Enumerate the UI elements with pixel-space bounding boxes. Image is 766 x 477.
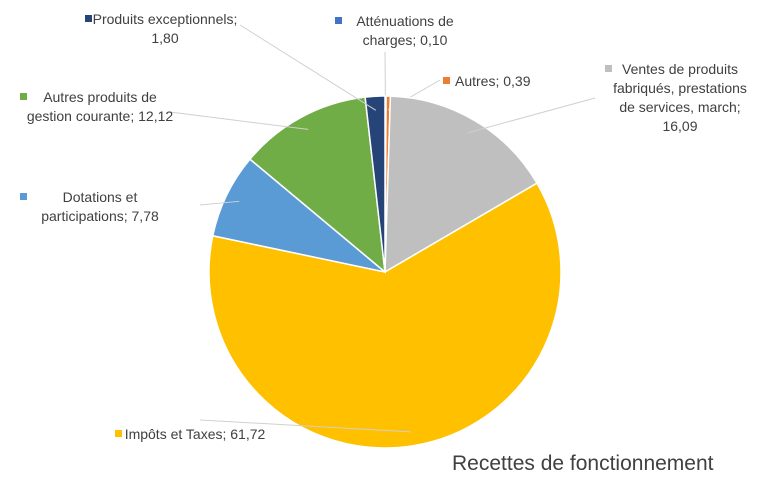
label-name: Autres produits de gestion courante bbox=[26, 89, 157, 124]
label-name: Impôts et Taxes bbox=[124, 426, 223, 442]
pie-slice bbox=[364, 95, 386, 273]
chart-title: Recettes de fonctionnement bbox=[452, 452, 714, 475]
leader-line bbox=[239, 24, 377, 111]
label-value: 0,10 bbox=[420, 32, 448, 48]
data-label: Ventes de produits fabriqués, prestation… bbox=[613, 61, 747, 134]
data-label: Impôts et Taxes; 61,72 bbox=[124, 426, 266, 442]
pie-slice bbox=[384, 95, 538, 274]
legend-marker bbox=[20, 93, 27, 100]
label-value: 7,78 bbox=[131, 208, 159, 224]
leader-line bbox=[169, 111, 309, 130]
label-value: 61,72 bbox=[230, 426, 266, 442]
data-label: Atténuations de charges; 0,10 bbox=[356, 13, 454, 48]
legend-marker bbox=[20, 193, 27, 200]
legend-marker bbox=[443, 77, 450, 84]
legend-marker bbox=[335, 17, 342, 24]
label-name: Produits exceptionnels bbox=[92, 11, 234, 27]
data-label: Dotations et participations; 7,78 bbox=[41, 189, 159, 224]
pie-slice bbox=[208, 182, 562, 449]
legend-marker bbox=[115, 430, 122, 437]
legend-marker bbox=[605, 65, 612, 72]
label-value: 0,39 bbox=[503, 73, 531, 89]
leader-line bbox=[467, 97, 596, 134]
legend-marker bbox=[85, 15, 92, 22]
label-value: 16,09 bbox=[662, 118, 698, 134]
data-label: Autres produits de gestion courante; 12,… bbox=[26, 89, 174, 124]
label-value: 12,12 bbox=[138, 108, 174, 124]
label-name: Atténuations de charges bbox=[356, 13, 454, 48]
data-label: Autres; 0,39 bbox=[455, 73, 531, 89]
label-value: 1,80 bbox=[151, 30, 179, 46]
label-name: Autres bbox=[455, 73, 496, 89]
label-name: Dotations et participations bbox=[41, 189, 138, 224]
leader-line bbox=[199, 200, 240, 206]
leader-line bbox=[199, 419, 411, 433]
data-label: Produits exceptionnels; 1,80 bbox=[92, 11, 238, 46]
label-name: Ventes de produits fabriqués, prestation… bbox=[613, 61, 747, 115]
